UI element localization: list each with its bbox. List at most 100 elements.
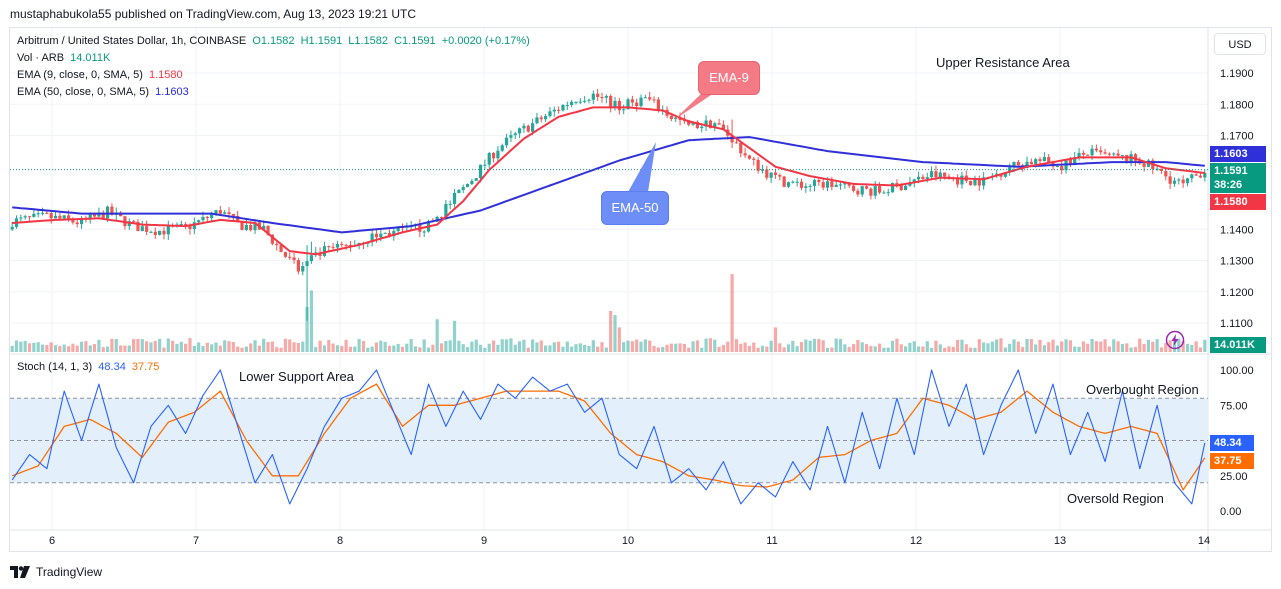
oversold-label: Oversold Region [1067,491,1164,506]
candle-body [1177,179,1181,181]
volume-bar [92,344,97,352]
volume-bar [721,345,726,352]
price-tick-label: 1.1100 [1220,318,1253,330]
candle-body [1142,163,1146,167]
volume-bar [1172,341,1177,352]
volume-bar [548,345,552,352]
vol-value: 14.011K [70,52,111,64]
candle-body [713,123,717,129]
candle-body [890,183,895,193]
candle-body [27,216,32,218]
volume-bar [513,344,517,352]
legend-stoch: Stoch (14, 1, 3) 48.34 37.75 [17,361,162,373]
candle-body [921,176,925,179]
tradingview-footer[interactable]: TradingView [10,565,102,579]
volume-bar [1086,343,1090,352]
price-tick-label: 1.1700 [1220,131,1254,143]
candle-body [223,212,227,214]
candle-body [504,137,509,146]
candle-body [570,101,574,106]
currency-button[interactable]: USD [1214,33,1266,55]
ema9-callout-pointer [674,93,714,120]
candle-body [474,178,478,181]
candle-body [101,212,105,219]
volume-bar [1146,339,1151,352]
volume-bar [752,342,756,352]
volume-bar [1181,341,1185,352]
volume-bar [301,341,305,352]
volume-bar [210,344,214,352]
candle-body [1034,159,1038,165]
volume-bar [1185,343,1190,352]
volume-bar [257,345,261,352]
volume-bar [1008,343,1012,352]
volume-bar [136,338,140,352]
candle-body [943,172,947,177]
candle-body [1055,166,1059,168]
volume-bar [1016,341,1020,352]
candle-body [509,135,513,138]
volume-bar [262,338,266,352]
volume-bar [1077,346,1081,352]
volume-bar [1042,345,1046,352]
volume-bar [145,341,149,352]
candle-body [656,99,660,111]
stoch-d-tag: 37.75 [1210,453,1254,469]
candle-body [452,192,457,204]
candle-body [387,232,392,237]
volume-bar [88,345,92,352]
candle-body [869,188,873,196]
candle-body [886,192,890,194]
candle-body [635,102,639,107]
candle-body [925,177,929,179]
volume-bar [392,345,396,352]
volume-bar [786,344,791,352]
volume-bar [535,342,539,352]
candle-body [201,216,205,221]
volume-bar [370,346,374,352]
candle-body [700,126,704,129]
volume-bar [877,343,882,352]
candle-body [483,164,487,166]
volume-bar [561,346,565,352]
volume-bar [58,346,62,352]
volume-bar [192,345,196,352]
volume-bar [1155,339,1159,352]
ema50-label: EMA (50, close, 0, SMA, 5) [17,86,150,98]
candle-body [1029,161,1033,165]
candle-body [877,186,882,193]
volume-bar [32,342,36,352]
volume-bar [361,341,366,352]
candle-body [717,123,721,125]
volume-bar [990,341,994,352]
lightning-icon[interactable] [1165,330,1185,350]
candle-body [587,99,591,101]
volume-bar [851,344,856,352]
volume-bar [153,340,157,352]
candle-body [335,243,340,248]
volume-bar [236,346,240,352]
volume-bar [127,345,131,352]
candle-body [1190,174,1194,179]
volume-bar [478,344,483,352]
volume-bar [357,339,361,352]
candle-body [53,215,58,219]
bar-countdown: 38:26 [1214,179,1243,191]
candle-body [821,182,825,188]
volume-bar [669,343,673,352]
volume-bar [249,343,253,352]
candle-body [643,97,647,99]
stoch-tick-label: 100.00 [1220,365,1254,377]
volume-bar [214,342,218,352]
candle-body [782,176,786,187]
volume-bar [1055,345,1059,352]
time-tick-label: 6 [49,535,55,547]
candle-body [66,215,71,219]
volume-bar [348,346,353,352]
candle-body [457,190,461,193]
volume-bar [400,346,405,352]
volume-bar [531,339,535,352]
ema50-value: 1.1603 [155,86,189,98]
volume-bar [916,346,921,352]
